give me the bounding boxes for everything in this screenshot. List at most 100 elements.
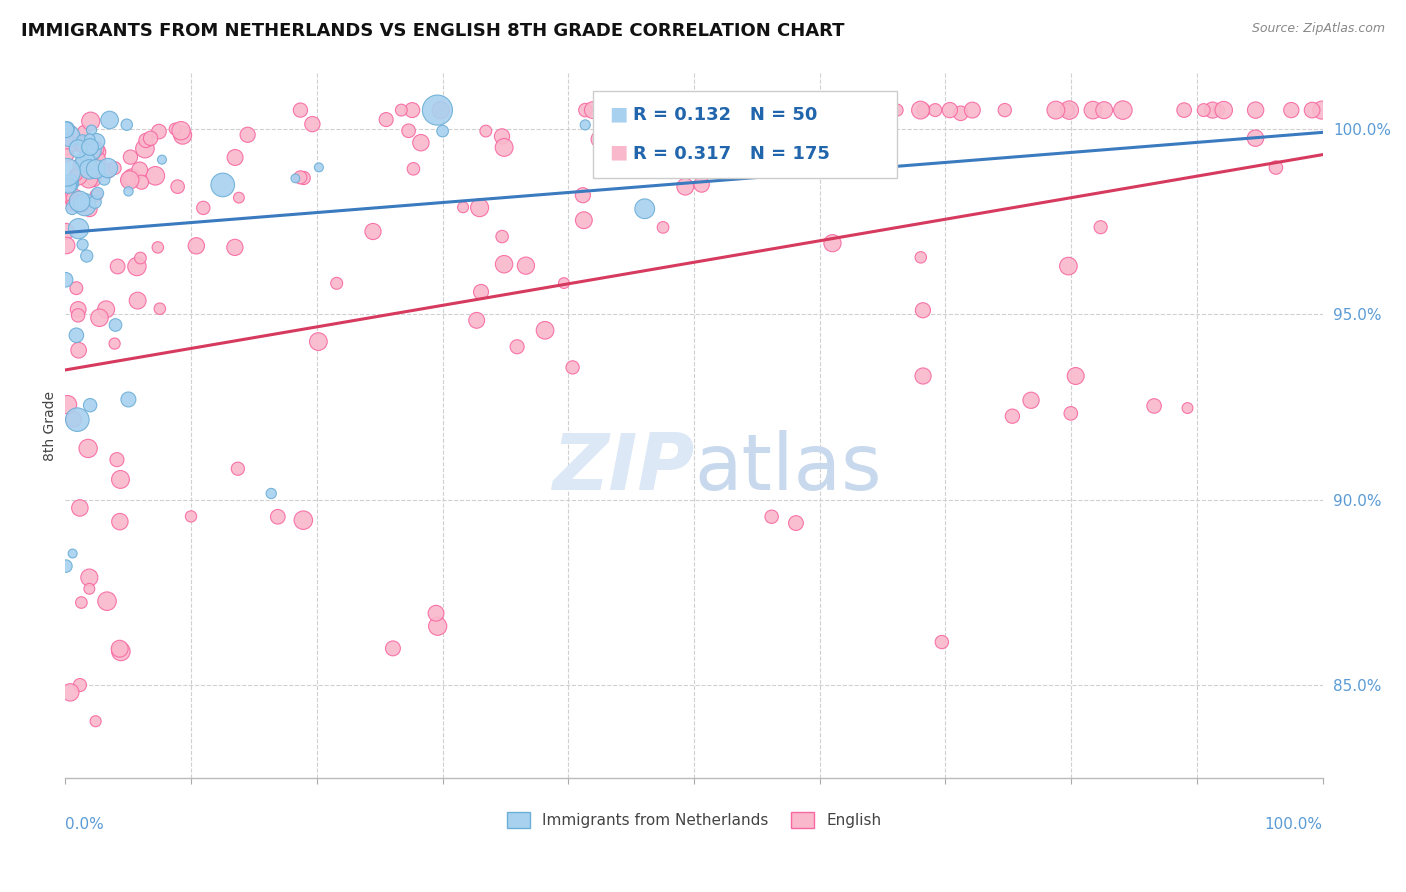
Point [634, 202, 657, 216]
Text: R = 0.317   N = 175: R = 0.317 N = 175 [633, 145, 830, 162]
Point [60, 191, 83, 205]
Point [1056, 103, 1078, 117]
Point [118, 173, 141, 187]
Point [131, 175, 153, 189]
Point [93, 172, 115, 186]
Point [912, 103, 935, 117]
Text: 0.0%: 0.0% [66, 817, 104, 832]
Point [143, 169, 166, 183]
Point [931, 635, 953, 649]
Point [55, 559, 77, 574]
Point [60, 198, 83, 212]
Point [401, 103, 423, 117]
Point [224, 151, 246, 165]
Point [67, 309, 90, 323]
Point [75, 159, 97, 173]
Point [290, 170, 312, 185]
Text: R = 0.132   N = 50: R = 0.132 N = 50 [633, 106, 817, 124]
Point [226, 461, 249, 475]
Point [665, 103, 688, 117]
Point [172, 128, 194, 143]
Point [84, 162, 107, 177]
Point [600, 144, 623, 158]
Point [79, 140, 101, 154]
Point [820, 103, 842, 117]
Point [115, 118, 138, 132]
Point [607, 124, 630, 138]
Point [86, 142, 108, 156]
Point [325, 277, 347, 291]
Point [73, 124, 96, 138]
Point [67, 302, 90, 317]
Point [97, 161, 120, 175]
Point [292, 171, 315, 186]
Point [260, 486, 283, 500]
Point [86, 145, 108, 159]
Point [65, 281, 87, 295]
Point [381, 641, 404, 656]
Point [389, 103, 412, 117]
Point [813, 103, 835, 117]
Point [84, 714, 107, 729]
Point [910, 251, 932, 265]
Text: 100.0%: 100.0% [1264, 817, 1323, 832]
Point [148, 125, 170, 139]
Point [1143, 399, 1166, 413]
Point [62, 547, 84, 561]
Point [62, 191, 84, 205]
Point [785, 516, 807, 530]
Point [121, 170, 143, 185]
Point [79, 398, 101, 412]
Point [110, 644, 132, 658]
Point [67, 142, 90, 156]
Point [582, 103, 605, 117]
Point [468, 201, 491, 215]
Point [62, 177, 84, 191]
Point [67, 197, 90, 211]
Point [134, 142, 156, 156]
Point [84, 188, 107, 202]
Point [425, 606, 447, 620]
Point [1310, 103, 1333, 117]
Point [69, 159, 91, 173]
Point [72, 237, 94, 252]
Point [96, 594, 118, 608]
Point [59, 176, 82, 190]
Point [1092, 103, 1115, 117]
Point [125, 260, 148, 274]
Point [307, 334, 329, 349]
Point [506, 340, 529, 354]
Point [673, 179, 696, 194]
Point [73, 138, 96, 153]
Point [80, 114, 103, 128]
Point [292, 513, 315, 527]
Point [104, 161, 127, 175]
Point [409, 136, 432, 150]
Text: ■: ■ [609, 143, 627, 161]
Point [67, 343, 90, 358]
Point [79, 162, 101, 177]
Point [59, 685, 82, 699]
Point [806, 103, 828, 117]
Point [82, 145, 104, 160]
Point [924, 103, 946, 117]
Point [115, 173, 138, 187]
Point [79, 582, 101, 596]
Point [1208, 103, 1230, 117]
Point [128, 163, 150, 178]
Point [69, 194, 91, 209]
Point [165, 122, 187, 136]
Point [1057, 103, 1080, 117]
Point [135, 133, 157, 147]
Point [1212, 103, 1234, 117]
Point [79, 132, 101, 146]
Point [1019, 393, 1042, 408]
Point [58, 127, 80, 141]
Point [1173, 103, 1195, 117]
Point [108, 641, 131, 656]
Point [676, 103, 699, 117]
Point [402, 161, 425, 176]
Point [56, 148, 79, 162]
Point [886, 103, 908, 117]
Point [426, 103, 449, 117]
